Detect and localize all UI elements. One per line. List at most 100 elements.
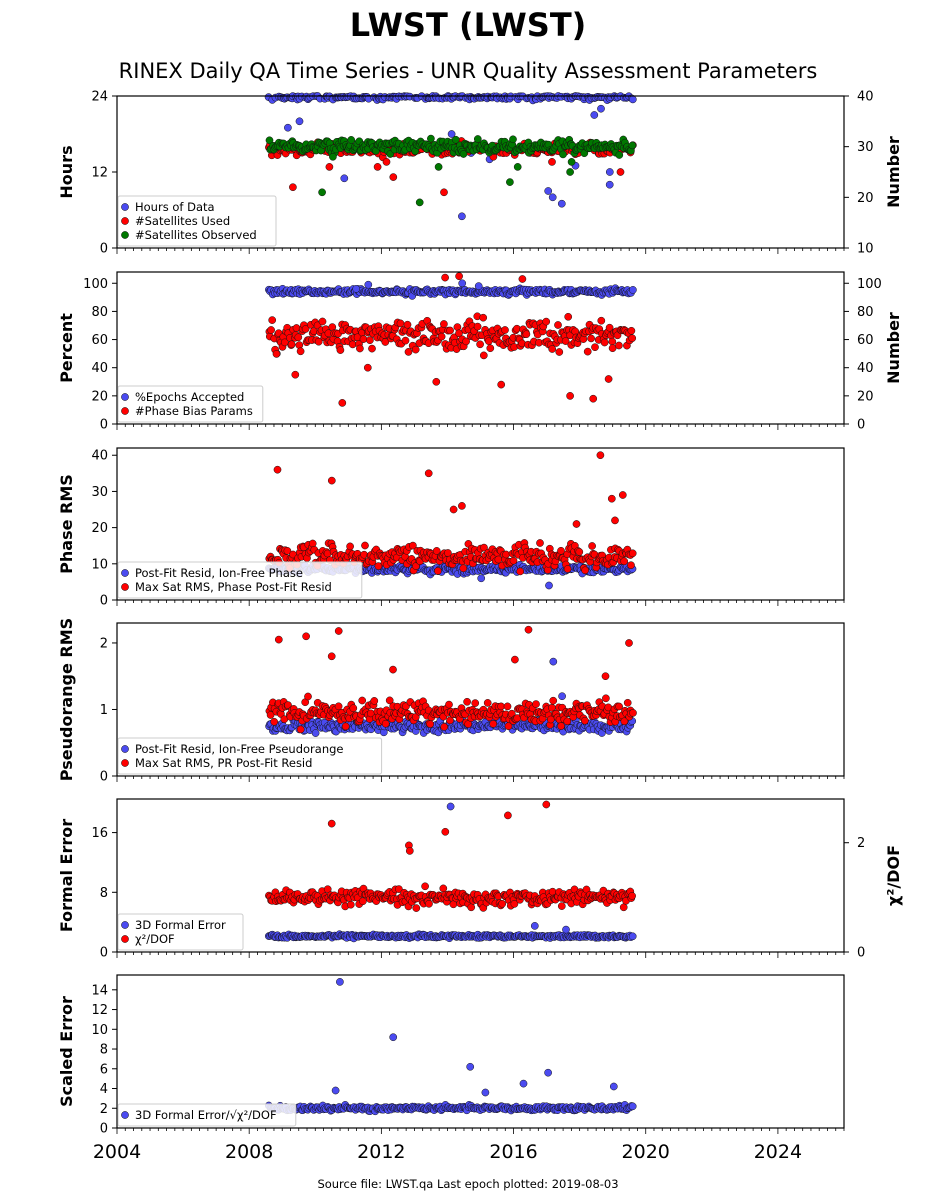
- y-axis-label-right: χ²/DOF: [884, 845, 903, 906]
- data-point: [627, 326, 636, 335]
- outlier-point: [474, 282, 483, 290]
- outlier-point: [566, 168, 574, 176]
- data-point: [440, 723, 449, 731]
- data-point: [356, 344, 364, 353]
- data-point: [620, 557, 629, 566]
- series-2-markers: [265, 451, 637, 576]
- outlier-point: [389, 173, 398, 181]
- data-point: [629, 709, 637, 717]
- y-axis-left: 0 2 4 6 8 10 12 14: [91, 983, 117, 1137]
- data-point: [555, 348, 564, 356]
- outlier-point: [336, 978, 344, 986]
- x-ticks: [116, 600, 845, 606]
- data-point: [557, 902, 566, 910]
- y-tick-label-right: 0: [857, 946, 865, 961]
- y-tick-label: 40: [91, 361, 108, 376]
- x-axis-labels: 2004 2008 2012 2016 2020 2024: [93, 1141, 802, 1163]
- outlier-point: [481, 1088, 490, 1097]
- outlier-point: [544, 187, 553, 195]
- outlier-point: [455, 272, 463, 281]
- outlier-point: [458, 212, 466, 221]
- x-tick-label: 2012: [357, 1141, 405, 1163]
- data-point: [591, 343, 599, 352]
- x-ticks: [116, 248, 845, 254]
- data-point: [627, 561, 635, 570]
- data-point: [473, 322, 482, 331]
- outlier-point: [273, 465, 282, 474]
- y-tick-label: 0: [100, 418, 108, 433]
- y-tick-label: 40: [91, 449, 108, 464]
- x-ticks: [116, 1128, 845, 1134]
- outlier-point: [340, 174, 349, 183]
- outlier-point: [424, 469, 433, 478]
- x-tick-label: 2020: [622, 1141, 670, 1163]
- data-point: [608, 337, 617, 346]
- data-point: [467, 903, 476, 912]
- outlier-point: [295, 117, 304, 126]
- data-point: [439, 884, 448, 893]
- y-tick-label-right: 80: [857, 305, 874, 320]
- outlier-point: [389, 1033, 398, 1042]
- data-point: [370, 697, 379, 705]
- data-point: [628, 892, 636, 900]
- legend-marker: [121, 569, 129, 577]
- data-point: [563, 565, 572, 573]
- outlier-point: [327, 652, 336, 661]
- data-point: [412, 904, 421, 912]
- y-axis-right: 0 20 40 60 80 100: [844, 277, 882, 433]
- x-ticks: [116, 424, 845, 430]
- y-tick-label: 4: [100, 1082, 108, 1097]
- y-tick-label-right: 0: [857, 418, 865, 433]
- data-point: [628, 334, 637, 343]
- outlier-point: [405, 847, 414, 855]
- y-axis-left: 0 12 24: [91, 90, 117, 257]
- data-point: [623, 698, 632, 707]
- panel-6-points: [264, 978, 637, 1116]
- legend: Hours of Data#Satellites Used#Satellites…: [117, 195, 277, 247]
- outlier-point: [334, 627, 343, 635]
- data-point: [359, 335, 368, 343]
- y-tick-label: 8: [100, 1043, 108, 1058]
- data-point: [463, 697, 471, 706]
- data-point: [268, 316, 277, 324]
- legend-label: Max Sat RMS, Phase Post-Fit Resid: [135, 580, 332, 594]
- outlier-point: [519, 1079, 528, 1088]
- data-point: [296, 725, 305, 734]
- outlier-point: [605, 168, 614, 176]
- data-point: [575, 548, 584, 556]
- y-axis-left: 0 8 16: [91, 826, 117, 961]
- data-point: [295, 341, 304, 349]
- y-tick-label: 0: [100, 1122, 108, 1137]
- data-point: [446, 326, 454, 335]
- y-tick-label: 30: [91, 485, 108, 500]
- outlier-point: [497, 380, 506, 389]
- legend-label: 3D Formal Error/√χ²/DOF: [135, 1108, 277, 1122]
- data-point: [296, 347, 305, 356]
- y-tick-label: 10: [91, 557, 108, 572]
- y-tick-label-right: 20: [857, 389, 874, 404]
- data-point: [349, 704, 358, 713]
- outlier-point: [318, 188, 326, 197]
- outlier-point: [618, 491, 627, 499]
- data-point: [564, 312, 573, 321]
- outlier-point: [566, 392, 574, 400]
- outlier-point: [611, 516, 619, 525]
- data-point: [600, 338, 609, 347]
- outlier-point: [513, 163, 522, 171]
- legend-marker: [121, 393, 129, 401]
- data-point: [498, 899, 507, 908]
- outlier-point: [530, 922, 539, 930]
- outlier-point: [604, 375, 613, 383]
- legend-marker: [121, 759, 129, 767]
- y-tick-label: 0: [100, 946, 108, 961]
- outlier-point: [289, 183, 297, 192]
- data-point: [597, 316, 606, 325]
- y-axis-label-right: Number: [884, 312, 903, 384]
- y-axis-label: Scaled Error: [57, 996, 76, 1107]
- outlier-point: [325, 163, 334, 171]
- data-point: [451, 135, 460, 144]
- panel-2-points: [265, 272, 637, 407]
- y-tick-label: 8: [100, 886, 108, 901]
- data-point: [588, 542, 596, 550]
